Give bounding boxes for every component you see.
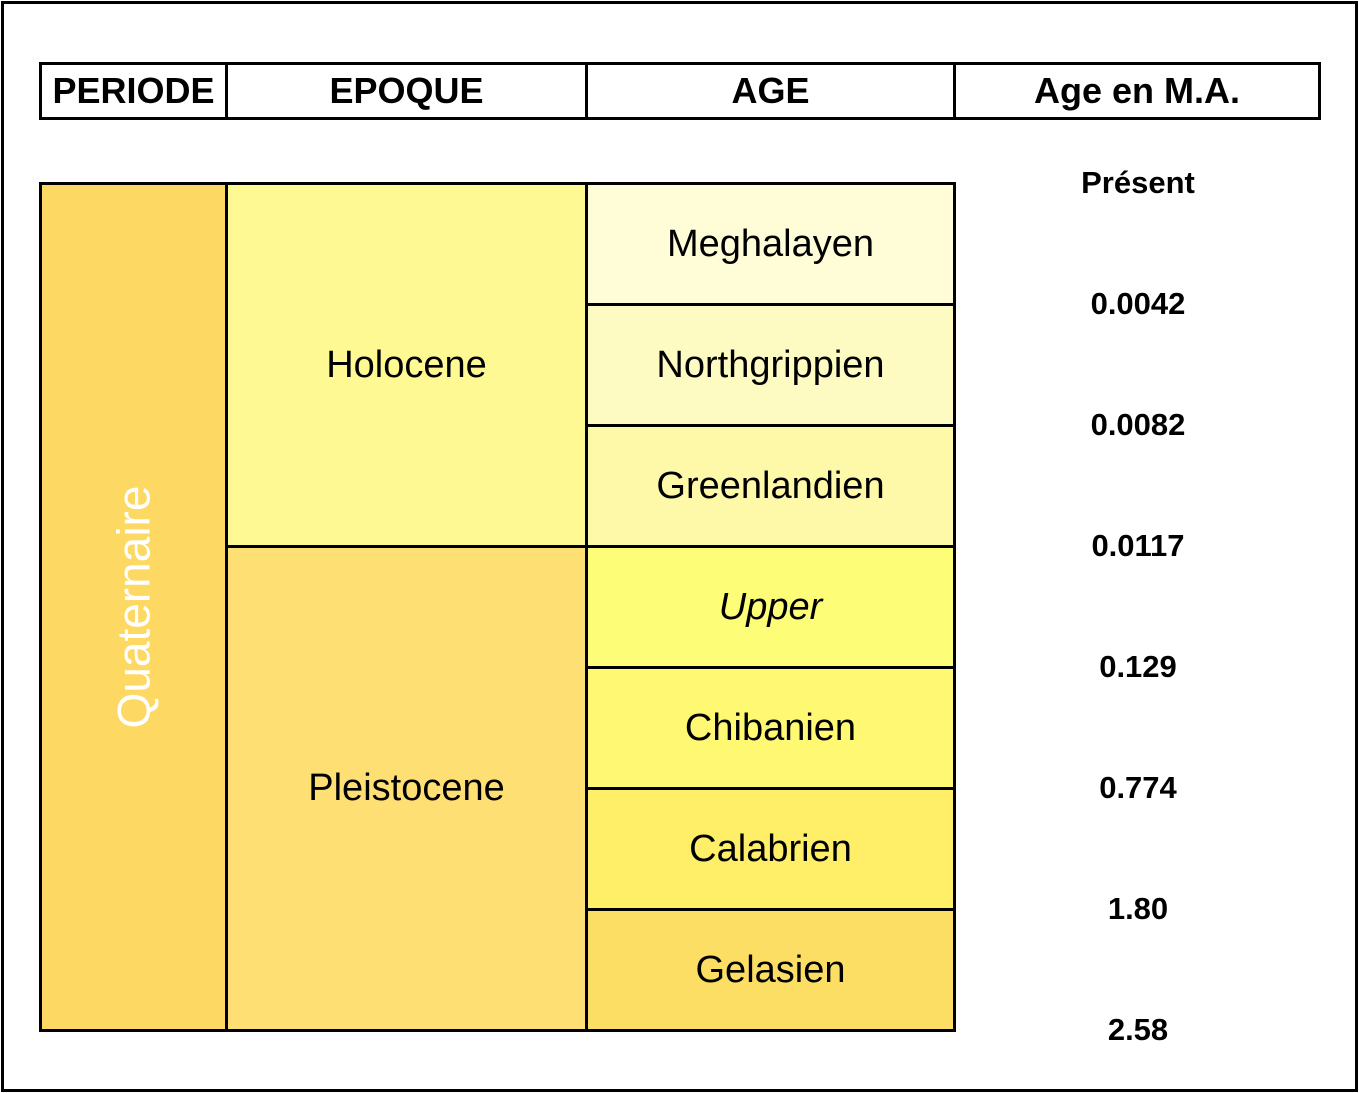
header-age: AGE bbox=[585, 62, 956, 120]
age-label: Gelasien bbox=[695, 948, 846, 991]
age-label: Greenlandien bbox=[656, 464, 885, 507]
age-label: Chibanien bbox=[684, 706, 857, 749]
epoch-label: Holocene bbox=[326, 343, 487, 386]
header-periode: PERIODE bbox=[39, 62, 228, 120]
header-epoque: EPOQUE bbox=[225, 62, 588, 120]
boundary-value: 2.58 bbox=[1107, 1012, 1169, 1047]
age-chibanien: Chibanien bbox=[585, 666, 956, 790]
epoch-holocene: Holocene bbox=[225, 182, 588, 548]
epoch-label: Pleistocene bbox=[308, 767, 505, 809]
age-meghalayen: Meghalayen bbox=[585, 182, 956, 306]
boundary-value: 0.0082 bbox=[1090, 407, 1186, 442]
age-northgrippien: Northgrippien bbox=[585, 303, 956, 427]
age-label: Calabrien bbox=[689, 827, 852, 870]
header-age-ma: Age en M.A. bbox=[953, 62, 1321, 120]
boundary-value: Présent bbox=[1081, 165, 1195, 200]
age-label: Northgrippien bbox=[656, 343, 885, 386]
age-calabrien: Calabrien bbox=[585, 787, 956, 911]
age-label: Upper bbox=[718, 585, 823, 628]
boundary-value: 1.80 bbox=[1107, 891, 1169, 926]
age-upper: Upper bbox=[585, 545, 956, 669]
age-gelasien: Gelasien bbox=[585, 908, 956, 1032]
period-label: Quaternaire bbox=[107, 485, 160, 729]
boundary-value: 0.0042 bbox=[1090, 286, 1186, 321]
age-label: Meghalayen bbox=[666, 222, 875, 265]
age-greenlandien: Greenlandien bbox=[585, 424, 956, 548]
boundary-value: 0.129 bbox=[1099, 649, 1177, 684]
boundary-value: 0.0117 bbox=[1091, 528, 1185, 563]
epoch-pleistocene: Pleistocene bbox=[225, 545, 588, 1032]
boundary-value: 0.774 bbox=[1099, 770, 1177, 805]
period-quaternaire: Quaternaire bbox=[39, 182, 228, 1032]
